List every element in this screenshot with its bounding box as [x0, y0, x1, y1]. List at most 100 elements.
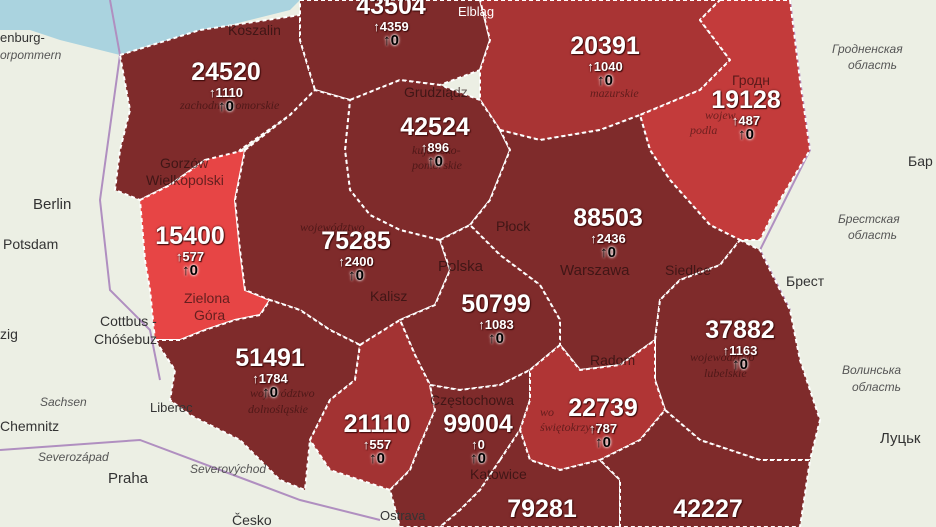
inner-label-grudziadz: Grudziądz	[404, 84, 468, 100]
case-deaths: ↑0	[595, 434, 611, 451]
inner-label-warszawa: Warszawa	[560, 262, 630, 279]
case-label-dolnoslaskie: 51491 ↑1784 ↑0	[235, 344, 305, 401]
case-new: ↑2436	[590, 231, 626, 246]
case-new: ↑487	[731, 113, 761, 128]
region-dolnoslaskie[interactable]	[154, 299, 361, 491]
map-label-severovychod: Severovýchod	[190, 462, 267, 476]
map-label-elblag: Elbląg	[458, 4, 495, 19]
case-label-podlaskie: 19128 ↑487 ↑0	[711, 86, 781, 143]
map-label-enburg: enburg-	[0, 30, 45, 45]
map-label-brest-obl: Брестская	[838, 212, 900, 226]
inner-label-kalisz: Kalisz	[370, 288, 408, 304]
baltic-sea	[0, 0, 300, 55]
map-label-zig: zig	[0, 326, 18, 342]
map-label-oblast-1: область	[848, 58, 897, 72]
region-lodzkie[interactable]	[399, 224, 561, 391]
case-new: ↑787	[588, 421, 618, 436]
region-podlaskie[interactable]	[639, 0, 811, 241]
region-wielkopolskie[interactable]	[234, 89, 451, 346]
inner-label-lubelskie: lubelskie	[704, 366, 747, 380]
case-deaths: ↑0	[182, 262, 198, 279]
case-label-wielkopolskie: 75285 ↑2400 ↑0	[321, 227, 391, 284]
case-label-lubelskie: 37882 ↑1163 ↑0	[705, 316, 775, 373]
case-deaths: ↑0	[597, 72, 613, 89]
inner-label-kujawsko: kujawsko-	[412, 143, 461, 157]
map-label-ostrava: Ostrava	[380, 508, 426, 523]
inner-label-zielona: Zielona	[184, 290, 230, 306]
case-deaths: ↑0	[262, 384, 278, 401]
case-label-slaskie: 99004 ↑0 ↑0	[443, 412, 513, 467]
map-label-lutsk: Луцьк	[880, 430, 921, 447]
map-label-chosebuz: Chóśebuz	[94, 331, 158, 347]
inner-label-radom: Radom	[590, 352, 636, 368]
case-label-swietokrzyskie: 22739 ↑787 ↑0	[568, 396, 638, 451]
case-deaths: ↑0	[470, 450, 486, 467]
case-new: ↑2400	[338, 254, 374, 269]
case-label-mazowieckie: 88503 ↑2436 ↑0	[573, 204, 643, 261]
case-label-zachodniopomorskie: 24520 ↑1110 ↑0	[191, 58, 261, 115]
map-label-oblast-3: область	[852, 380, 901, 394]
case-new: ↑4359	[373, 19, 409, 34]
case-total: 79281	[507, 495, 577, 523]
inner-label-czestochowa: Częstochowa	[430, 392, 515, 408]
case-total: 37882	[705, 316, 775, 344]
case-total: 75285	[321, 227, 391, 255]
case-deaths: ↑0	[600, 244, 616, 261]
map-label-sachsen: Sachsen	[40, 395, 87, 409]
case-new: ↑577	[175, 249, 205, 264]
map-label-cottbus: Cottbus -	[100, 313, 157, 329]
region-opolskie[interactable]	[309, 319, 436, 491]
case-total: 88503	[573, 204, 643, 232]
case-deaths: ↑0	[369, 450, 385, 467]
case-label-opolskie: 21110 ↑557 ↑0	[344, 412, 411, 467]
map-label-berlin: Berlin	[33, 196, 72, 213]
case-new: ↑1040	[587, 59, 623, 74]
country-border-de	[98, 0, 161, 381]
map-label-severozapad: Severozápad	[38, 450, 109, 464]
case-label-pomorskie: 43504 ↑4359 ↑0	[356, 0, 426, 48]
inner-label-swietokrzyskie: świętokrzyskie	[540, 420, 610, 434]
case-deaths: ↑0	[427, 153, 443, 170]
case-total: 43504	[356, 0, 426, 20]
inner-label-wo: wo	[540, 405, 555, 419]
case-deaths: ↑0	[218, 98, 234, 115]
case-new: ↑1784	[252, 371, 288, 386]
case-new: ↑557	[362, 437, 392, 452]
inner-label-wojewodztwo-1: województwo	[300, 220, 365, 234]
country-border-cz	[0, 438, 381, 521]
inner-label-dolnoslaskie: dolnośląskie	[248, 402, 308, 416]
inner-label-podla: podla	[690, 123, 718, 137]
case-label-lubuskie: 15400 ↑577 ↑0	[155, 222, 225, 279]
case-new: ↑1110	[209, 85, 243, 100]
case-new: ↑0	[471, 437, 485, 452]
map-label-cesko: Česko	[232, 512, 272, 527]
inner-label-wojew: wojew	[705, 108, 736, 122]
case-new: ↑1083	[478, 317, 514, 332]
case-total: 24520	[191, 58, 261, 86]
map-label-brest: Брест	[786, 273, 825, 289]
case-label-podkarpackie: 42227	[673, 497, 743, 522]
case-label-kujawsko-pomorskie: 42524 ↑896 ↑0	[400, 113, 470, 170]
case-total: 19128	[711, 86, 781, 114]
case-total: 15400	[155, 222, 225, 250]
map-label-oblast-2: область	[848, 228, 897, 242]
case-new: ↑1163	[722, 343, 758, 358]
map-label-volyn: Волинська	[842, 363, 902, 377]
inner-label-mazurskie: mazurskie	[590, 86, 639, 100]
inner-label-katowice: Katowice	[470, 466, 527, 482]
case-total: 51491	[235, 344, 305, 372]
case-total: 42227	[673, 495, 743, 523]
case-total: 50799	[461, 290, 531, 318]
case-deaths: ↑0	[488, 330, 504, 347]
map-label-praha: Praha	[108, 470, 149, 487]
case-deaths: ↑0	[732, 356, 748, 373]
case-deaths: ↑0	[738, 126, 754, 143]
inner-label-wielkopolski: Wielkopolski	[146, 172, 224, 188]
case-total: 42524	[400, 113, 470, 141]
region-podkarpackie[interactable]	[599, 409, 811, 527]
case-deaths: ↑0	[383, 32, 399, 49]
inner-label-siedlce: Siedlce	[665, 262, 711, 278]
inner-label-gora: Góra	[194, 307, 226, 323]
case-total: 20391	[570, 32, 640, 60]
